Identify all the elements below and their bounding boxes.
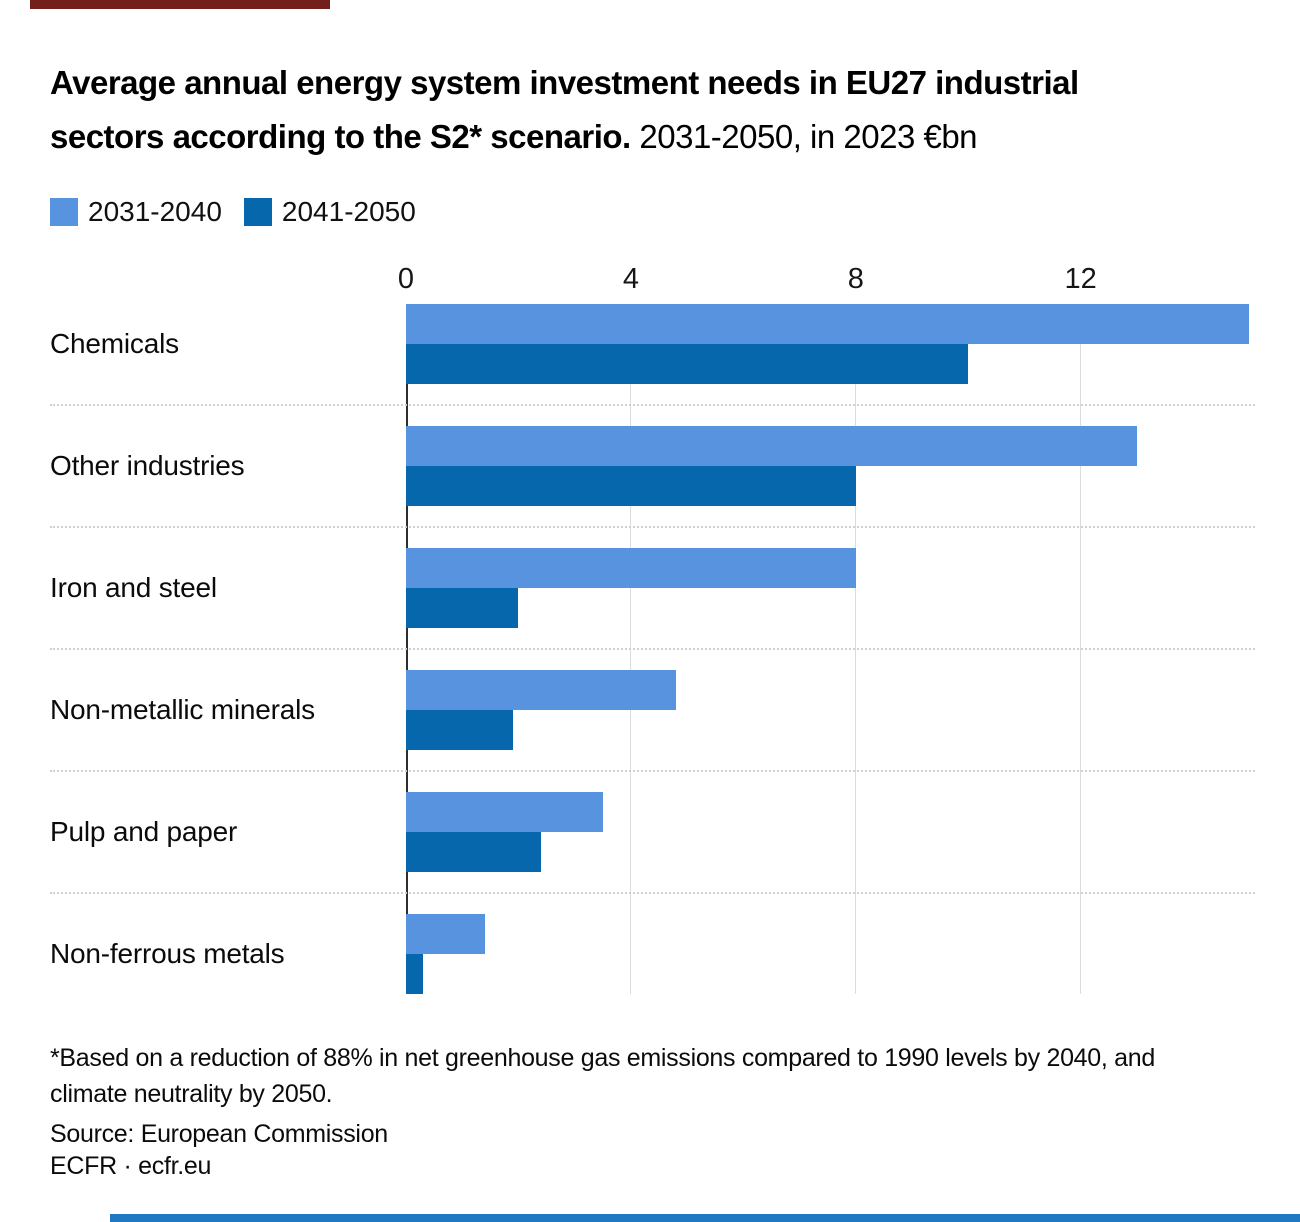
- chart-title-line2: sectors according to the S2* scenario.: [50, 118, 631, 155]
- byline: ECFR · ecfr.eu: [50, 1152, 212, 1180]
- bar-2031-2040: [406, 426, 1137, 466]
- bar-2041-2050: [406, 954, 423, 994]
- legend-item-2031-2040: 2031-2040: [50, 196, 222, 228]
- legend-label-2031-2040: 2031-2040: [88, 196, 222, 227]
- chart-title-line1: Average annual energy system investment …: [50, 64, 1079, 101]
- legend-item-2041-2050: 2041-2050: [243, 196, 416, 228]
- chart-row-non-metallic-minerals: Non-metallic minerals: [50, 650, 1255, 772]
- chart-title: Average annual energy system investment …: [50, 56, 1255, 164]
- bar-2031-2040: [406, 670, 676, 710]
- bar-2031-2040: [406, 304, 1250, 344]
- bar-2041-2050: [406, 588, 519, 628]
- legend-label-2041-2050: 2041-2050: [281, 196, 416, 227]
- chart-subtitle: 2031-2050, in 2023 €bn: [630, 118, 978, 155]
- footnote: *Based on a reduction of 88% in net gree…: [50, 1040, 1255, 1112]
- bar-group: [406, 426, 1255, 506]
- category-label: Non-ferrous metals: [50, 938, 285, 969]
- bar-group: [406, 548, 1255, 628]
- bar-2031-2040: [406, 914, 485, 954]
- chart-row-pulp-and-paper: Pulp and paper: [50, 772, 1255, 894]
- category-label: Iron and steel: [50, 572, 217, 603]
- plot-area: Chemicals Other industries Iron and steel N…: [50, 304, 1255, 994]
- footnote-line1: *Based on a reduction of 88% in net gree…: [50, 1044, 1155, 1072]
- chart-row-non-ferrous-metals: Non-ferrous metals: [50, 894, 1255, 994]
- chart-row-iron-and-steel: Iron and steel: [50, 528, 1255, 650]
- x-axis: 0 4 8 12: [398, 258, 1255, 295]
- x-axis-tick-label-0: 0: [397, 263, 415, 295]
- chart-content: Average annual energy system investment …: [50, 56, 1255, 1180]
- bar-group: [406, 792, 1255, 872]
- top-accent-rule: [30, 0, 330, 9]
- bar-2031-2040: [406, 792, 603, 832]
- category-label: Other industries: [50, 450, 245, 481]
- bar-group: [406, 304, 1255, 384]
- legend-swatch-2031-2040: [50, 198, 78, 226]
- x-axis-tick-label-4: 4: [622, 263, 639, 295]
- bottom-accent-rule: [110, 1214, 1300, 1222]
- chart-row-other-industries: Other industries: [50, 406, 1255, 528]
- bar-2041-2050: [406, 466, 856, 506]
- bar-2041-2050: [406, 344, 969, 384]
- bar-group: [406, 914, 1255, 994]
- category-label: Non-metallic minerals: [50, 694, 315, 725]
- bar-2031-2040: [406, 548, 856, 588]
- bar-chart: 0 4 8 12 Chemicals Other industries Iron and …: [50, 258, 1255, 994]
- bar-group: [406, 670, 1255, 750]
- footnote-line2: climate neutrality by 2050.: [50, 1080, 333, 1108]
- category-label: Pulp and paper: [50, 816, 238, 847]
- source-line: Source: European Commission: [50, 1120, 388, 1148]
- category-label: Chemicals: [50, 328, 179, 359]
- bar-2041-2050: [406, 710, 513, 750]
- legend-swatch-2041-2050: [243, 198, 272, 226]
- legend: 2031-2040 2041-2050: [50, 196, 1255, 228]
- chart-row-chemicals: Chemicals: [50, 304, 1255, 406]
- bar-2041-2050: [406, 832, 541, 872]
- x-axis-tick-label-12: 12: [1064, 263, 1097, 295]
- x-axis-tick-label-8: 8: [847, 263, 864, 295]
